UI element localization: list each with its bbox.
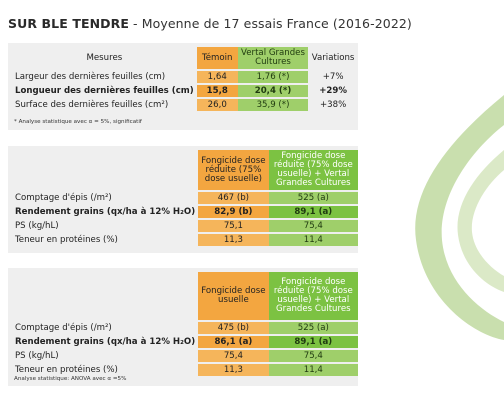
table-row: Rendement grains (qx/ha à 12% H₂O) 82,9 … [12, 206, 358, 218]
header-fongicide-reduit: Fongicide dose réduite (75% dose usuelle… [198, 150, 269, 190]
row-label: Comptage d'épis (/m²) [15, 193, 112, 203]
header-temoin: Témoin [196, 47, 238, 69]
table-row: PS (kg/hL) 75,1 75,4 [12, 220, 358, 232]
table-row: Longueur des dernières feuilles (cm) 15,… [12, 85, 358, 97]
cell-b: 75,4 [268, 350, 358, 362]
table-row: Comptage d'épis (/m²) 475 (b) 525 (a) [12, 322, 358, 334]
table-header-row: Mesures Témoin Vertal Grandes Cultures V… [12, 47, 358, 69]
leaf-swirl-icon [415, 95, 504, 340]
cell-variation: +38% [319, 100, 347, 110]
header-fongicide-vertal: Fongicide dose réduite (75% dose usuelle… [268, 272, 358, 320]
row-label: Surface des dernières feuilles (cm²) [15, 100, 169, 110]
table-row: Rendement grains (qx/ha à 12% H₂O) 86,1 … [12, 336, 358, 348]
table-row: Comptage d'épis (/m²) 467 (b) 525 (a) [12, 192, 358, 204]
cell-a: 467 (b) [198, 192, 269, 204]
stat-note-anova: Analyse statistique: ANOVA avec α =5% [14, 376, 127, 382]
row-label: Largeur des dernières feuilles (cm) [15, 72, 166, 82]
row-label: PS (kg/hL) [15, 221, 59, 231]
cell-b: 525 (a) [268, 192, 358, 204]
cell-temoin: 1,64 [196, 71, 238, 83]
table-header-row: Fongicide dose usuelle Fongicide dose ré… [12, 272, 358, 320]
table-row: Teneur en protéines (%) 11,3 11,4 [12, 234, 358, 246]
cell-temoin: 26,0 [196, 99, 238, 111]
header-fongicide-vertal: Fongicide dose réduite (75% dose usuelle… [268, 150, 358, 190]
table-header-row: Fongicide dose réduite (75% dose usuelle… [12, 150, 358, 190]
table-row: Largeur des dernières feuilles (cm) 1,64… [12, 71, 358, 83]
cell-a: 75,4 [198, 350, 269, 362]
table-usual-dose: Fongicide dose usuelle Fongicide dose ré… [12, 270, 358, 378]
row-label: Rendement grains (qx/ha à 12% H₂O) [15, 207, 196, 217]
cell-b: 89,1 (a) [268, 336, 358, 348]
title-subtitle: - Moyenne de 17 essais France (2016-2022… [128, 16, 412, 31]
table-row: Teneur en protéines (%) 11,3 11,4 [12, 364, 358, 376]
header-fongicide-usuel: Fongicide dose usuelle [198, 272, 269, 320]
header-variations: Variations [311, 53, 355, 63]
cell-a: 475 (b) [198, 322, 269, 334]
header-empty [12, 150, 198, 190]
cell-a: 11,3 [198, 364, 269, 376]
row-label: Longueur des dernières feuilles (cm) [15, 86, 194, 96]
cell-b: 525 (a) [268, 322, 358, 334]
cell-a: 86,1 (a) [198, 336, 269, 348]
row-label: Teneur en protéines (%) [15, 365, 118, 375]
page-title: SUR BLE TENDRE - Moyenne de 17 essais Fr… [8, 16, 412, 31]
header-vertal: Vertal Grandes Cultures [237, 47, 309, 69]
table-row: Surface des dernières feuilles (cm²) 26,… [12, 99, 358, 111]
row-label: PS (kg/hL) [15, 351, 59, 361]
cell-vertal: 1,76 (*) [237, 71, 309, 83]
table-row: PS (kg/hL) 75,4 75,4 [12, 350, 358, 362]
cell-a: 11,3 [198, 234, 269, 246]
cell-b: 75,4 [268, 220, 358, 232]
cell-b: 89,1 (a) [268, 206, 358, 218]
header-mesures: Mesures [86, 53, 123, 63]
title-crop: SUR BLE TENDRE [8, 16, 129, 31]
header-empty [12, 272, 198, 320]
cell-b: 11,4 [268, 234, 358, 246]
row-label: Comptage d'épis (/m²) [15, 323, 112, 333]
panel-reduced-dose: Fongicide dose réduite (75% dose usuelle… [8, 146, 358, 253]
table-reduced-dose: Fongicide dose réduite (75% dose usuelle… [12, 148, 358, 248]
cell-b: 11,4 [268, 364, 358, 376]
cell-variation: +29% [319, 86, 347, 96]
stat-note: * Analyse statistique avec α = 5%, signi… [14, 119, 142, 125]
row-label: Rendement grains (qx/ha à 12% H₂O) [15, 337, 196, 347]
cell-vertal: 20,4 (*) [237, 85, 309, 97]
row-label: Teneur en protéines (%) [15, 235, 118, 245]
cell-a: 75,1 [198, 220, 269, 232]
cell-a: 82,9 (b) [198, 206, 269, 218]
panel-usual-dose: Fongicide dose usuelle Fongicide dose ré… [8, 268, 358, 386]
panel-leaf-measures: Mesures Témoin Vertal Grandes Cultures V… [8, 43, 358, 130]
cell-temoin: 15,8 [196, 85, 238, 97]
table-leaf-measures: Mesures Témoin Vertal Grandes Cultures V… [12, 45, 358, 113]
cell-variation: +7% [322, 72, 344, 82]
cell-vertal: 35,9 (*) [237, 99, 309, 111]
